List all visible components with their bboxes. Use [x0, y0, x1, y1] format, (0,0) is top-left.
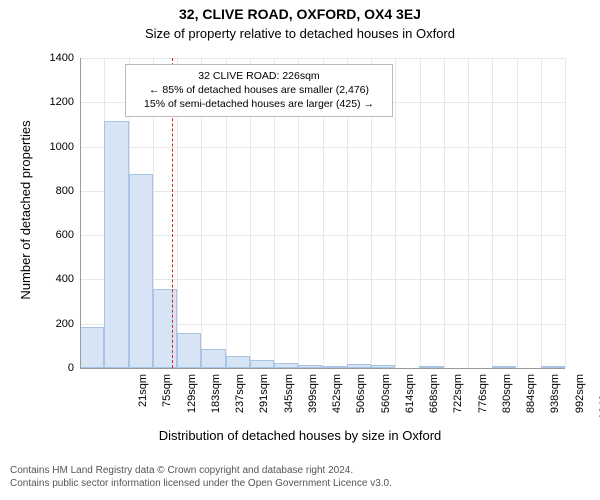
histogram-bar [80, 327, 104, 368]
x-tick-label: 452sqm [331, 374, 343, 434]
x-tick-label: 291sqm [258, 374, 270, 434]
grid-line-x [541, 58, 542, 368]
y-tick-label: 1400 [50, 52, 74, 64]
y-tick-label: 0 [68, 362, 74, 374]
x-tick-label: 722sqm [452, 374, 464, 434]
x-tick-label: 884sqm [525, 374, 537, 434]
y-tick-label: 1000 [50, 141, 74, 153]
y-tick-label: 800 [56, 185, 74, 197]
histogram-bar [250, 360, 274, 368]
histogram-bar [153, 289, 177, 368]
x-tick-label: 129sqm [186, 374, 198, 434]
x-tick-label: 614sqm [404, 374, 416, 434]
histogram-bar [177, 333, 201, 368]
x-tick-label: 938sqm [549, 374, 561, 434]
y-tick-label: 400 [56, 273, 74, 285]
x-tick-label: 506sqm [355, 374, 367, 434]
footer-line: Contains HM Land Registry data © Crown c… [10, 464, 590, 477]
grid-line-x [395, 58, 396, 368]
attribution-footer: Contains HM Land Registry data © Crown c… [10, 464, 590, 490]
y-axis-line [80, 58, 81, 368]
x-tick-label: 399sqm [307, 374, 319, 434]
x-tick-label: 183sqm [210, 374, 222, 434]
histogram-bar [226, 356, 250, 368]
grid-line-x [492, 58, 493, 368]
plot-area: 020040060080010001200140021sqm75sqm129sq… [80, 58, 565, 368]
x-tick-label: 21sqm [137, 374, 149, 434]
histogram-bar [129, 174, 153, 368]
x-tick-label: 237sqm [234, 374, 246, 434]
grid-line-x [444, 58, 445, 368]
x-tick-label: 75sqm [161, 374, 173, 434]
grid-line-x [517, 58, 518, 368]
footer-line: Contains public sector information licen… [10, 477, 590, 490]
annotation-line: 32 CLIVE ROAD: 226sqm [132, 69, 386, 83]
chart-subtitle: Size of property relative to detached ho… [0, 26, 600, 41]
figure: 32, CLIVE ROAD, OXFORD, OX4 3EJ Size of … [0, 0, 600, 500]
annotation-line: ← 85% of detached houses are smaller (2,… [132, 83, 386, 97]
grid-line-x [420, 58, 421, 368]
x-tick-label: 668sqm [428, 374, 440, 434]
x-tick-label: 345sqm [283, 374, 295, 434]
y-tick-label: 1200 [50, 96, 74, 108]
grid-line-x [468, 58, 469, 368]
y-tick-label: 200 [56, 318, 74, 330]
y-tick-label: 600 [56, 229, 74, 241]
x-tick-label: 560sqm [380, 374, 392, 434]
annotation-line: 15% of semi-detached houses are larger (… [132, 97, 386, 111]
x-tick-label: 776sqm [477, 374, 489, 434]
annotation-box: 32 CLIVE ROAD: 226sqm← 85% of detached h… [125, 64, 393, 117]
histogram-bar [201, 349, 225, 368]
grid-line-x [565, 58, 566, 368]
y-axis-label: Number of detached properties [18, 70, 33, 350]
x-tick-label: 992sqm [574, 374, 586, 434]
x-axis-line [80, 368, 565, 369]
chart-title: 32, CLIVE ROAD, OXFORD, OX4 3EJ [0, 6, 600, 22]
x-axis-label: Distribution of detached houses by size … [0, 428, 600, 443]
histogram-bar [104, 121, 128, 368]
x-tick-label: 830sqm [501, 374, 513, 434]
